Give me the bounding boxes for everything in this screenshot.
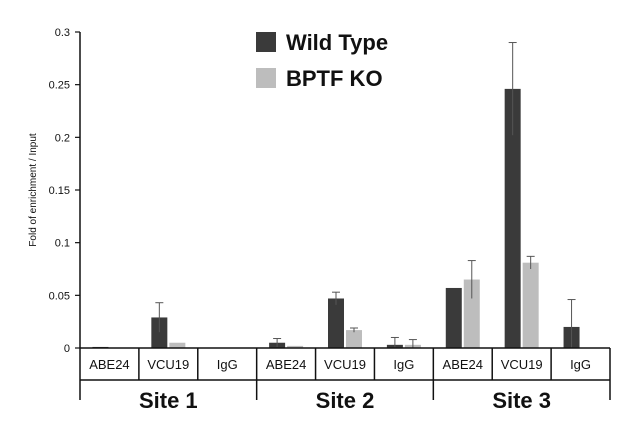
y-tick-label: 0 (64, 343, 70, 355)
bar (504, 88, 521, 348)
category-label: ABE24 (266, 357, 306, 372)
bar (522, 262, 539, 348)
group-label: Site 2 (316, 388, 375, 413)
legend-label: BPTF KO (286, 66, 383, 91)
category-label: IgG (217, 357, 238, 372)
category-label: ABE24 (443, 357, 483, 372)
category-label: IgG (393, 357, 414, 372)
y-tick-label: 0.15 (49, 185, 70, 197)
bar (169, 342, 186, 348)
category-label: VCU19 (324, 357, 366, 372)
category-label: IgG (570, 357, 591, 372)
legend-label: Wild Type (286, 30, 388, 55)
bar (287, 345, 304, 348)
bar (445, 287, 462, 348)
y-tick-label: 0.25 (49, 80, 70, 92)
y-tick-label: 0.2 (55, 132, 70, 144)
y-axis-label: Fold of enrichment / Input (28, 133, 39, 247)
bar (463, 279, 480, 348)
bar (328, 298, 344, 348)
bar (151, 317, 168, 348)
legend-swatch (256, 32, 276, 52)
category-label: VCU19 (501, 357, 543, 372)
y-tick-label: 0.3 (55, 27, 70, 39)
legend-swatch (256, 68, 276, 88)
group-label: Site 1 (139, 388, 198, 413)
y-tick-label: 0.1 (55, 238, 70, 250)
bar (346, 330, 362, 348)
group-label: Site 3 (492, 388, 551, 413)
y-tick-label: 0.05 (49, 290, 70, 302)
category-label: VCU19 (147, 357, 189, 372)
category-label: ABE24 (89, 357, 129, 372)
